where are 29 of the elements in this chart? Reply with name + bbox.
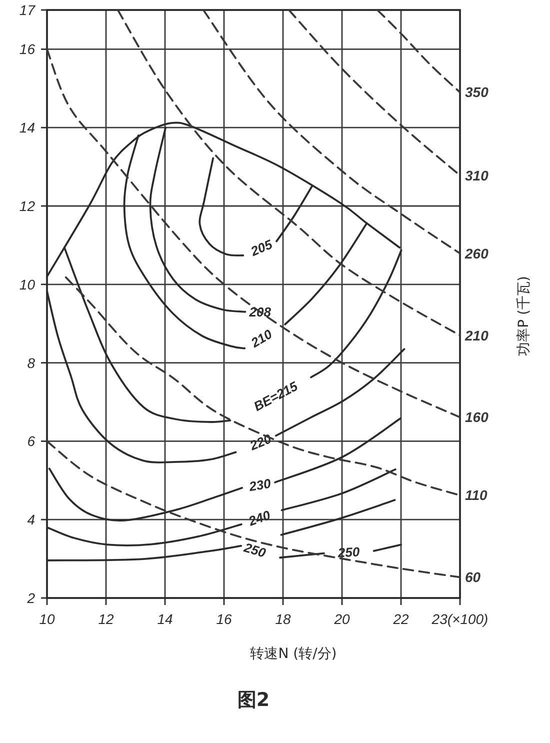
series: 205	[198, 157, 313, 259]
series-label: 160	[465, 409, 489, 426]
series-label: 210	[464, 327, 489, 344]
series-label: 350	[465, 84, 489, 100]
y-tick-label: 4	[27, 512, 36, 528]
y-tick-label: 12	[19, 198, 36, 214]
x-tick-label: 10	[39, 611, 55, 627]
y2-axis-title: 功率P (千瓦)	[516, 276, 532, 356]
text: 210	[247, 326, 276, 351]
y-tick-label: 16	[19, 41, 36, 58]
y-tick-label: 14	[19, 120, 36, 136]
y-tick-label: 17	[19, 2, 36, 18]
x-tick-label: 14	[157, 611, 173, 627]
x-tick-label: 12	[98, 611, 114, 627]
x-tick-label: 20	[333, 611, 350, 627]
y-tick-label: 2	[26, 590, 36, 606]
x-tick-label: 22	[392, 611, 409, 627]
series-label: 110	[465, 487, 488, 504]
y-tick-label: 8	[27, 354, 36, 371]
series-label: 260	[464, 245, 489, 262]
series-label: 60	[465, 569, 481, 586]
x-tick-label: 23(×100)	[430, 611, 488, 627]
x-tick-label: 16	[216, 611, 232, 627]
series-label: 310	[465, 167, 489, 184]
y-tick-label: 10	[19, 276, 36, 292]
x-axis-title: 转速N (转/分)	[250, 646, 337, 662]
caption: 图2	[237, 689, 270, 711]
y-tick-label: 6	[27, 433, 36, 450]
x-tick-label: 18	[275, 611, 291, 627]
